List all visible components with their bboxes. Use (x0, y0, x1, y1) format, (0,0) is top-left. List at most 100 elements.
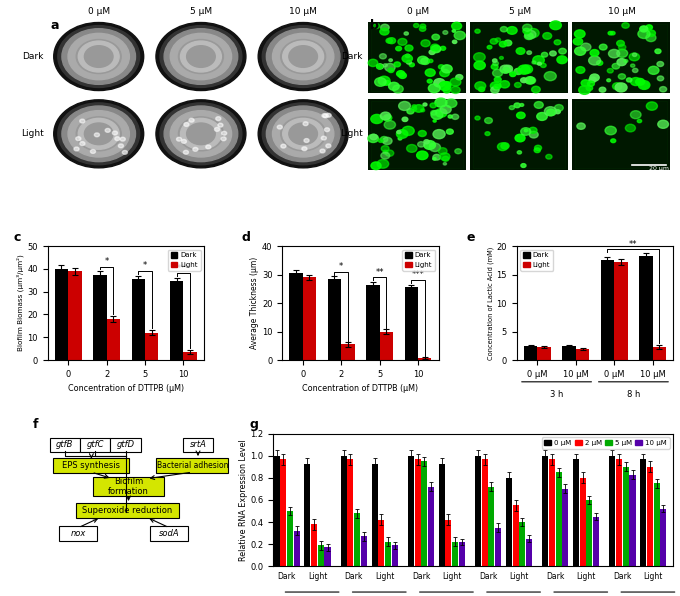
Circle shape (381, 62, 386, 66)
Circle shape (522, 27, 528, 32)
Circle shape (532, 62, 545, 71)
Text: Dark: Dark (341, 52, 362, 61)
Circle shape (559, 52, 562, 54)
Bar (537, 347, 551, 360)
Circle shape (434, 125, 440, 129)
Circle shape (182, 137, 187, 141)
FancyBboxPatch shape (53, 458, 129, 473)
Circle shape (376, 78, 388, 87)
X-axis label: Concentration of DTTPB (μM): Concentration of DTTPB (μM) (68, 384, 184, 393)
Circle shape (62, 106, 135, 162)
Bar (287, 511, 293, 566)
Circle shape (473, 131, 481, 137)
Circle shape (425, 45, 433, 51)
Text: Bacterial adhesion: Bacterial adhesion (156, 461, 228, 470)
Circle shape (192, 120, 197, 123)
Circle shape (428, 136, 437, 142)
Circle shape (556, 117, 562, 122)
Circle shape (190, 128, 195, 131)
Circle shape (660, 67, 666, 72)
Circle shape (160, 103, 242, 164)
Circle shape (407, 45, 413, 49)
FancyBboxPatch shape (50, 437, 80, 452)
Circle shape (156, 23, 246, 91)
Text: b: b (370, 20, 379, 32)
Circle shape (425, 42, 430, 45)
Circle shape (299, 151, 305, 156)
Circle shape (76, 117, 121, 151)
Bar (524, 346, 537, 360)
Circle shape (593, 60, 598, 63)
Bar (408, 456, 414, 566)
Circle shape (599, 29, 606, 34)
Circle shape (626, 27, 638, 36)
Circle shape (205, 152, 209, 156)
Circle shape (524, 39, 533, 45)
Circle shape (446, 87, 449, 89)
Circle shape (481, 112, 492, 120)
Text: Dark: Dark (22, 52, 44, 61)
Circle shape (423, 67, 433, 74)
Circle shape (400, 135, 407, 141)
Circle shape (632, 60, 643, 69)
Text: c: c (13, 231, 20, 244)
Circle shape (452, 134, 458, 139)
Y-axis label: Concentration of Lactic Acid (mM): Concentration of Lactic Acid (mM) (488, 246, 494, 360)
Circle shape (170, 111, 232, 157)
Bar (623, 467, 629, 566)
Bar (341, 456, 347, 566)
Circle shape (424, 39, 435, 47)
Circle shape (537, 76, 549, 85)
Circle shape (283, 41, 324, 72)
Circle shape (573, 110, 585, 119)
Circle shape (84, 46, 113, 67)
Circle shape (523, 156, 533, 164)
Circle shape (95, 134, 101, 138)
Circle shape (258, 100, 348, 168)
Circle shape (554, 112, 564, 120)
Circle shape (379, 162, 386, 166)
Circle shape (120, 149, 125, 153)
Circle shape (551, 76, 560, 83)
Circle shape (658, 68, 668, 75)
Bar (368, 21, 466, 93)
Bar (630, 474, 636, 566)
Circle shape (396, 133, 408, 142)
Bar (289, 273, 303, 360)
Circle shape (403, 58, 412, 65)
Circle shape (645, 61, 656, 69)
Bar (475, 456, 481, 566)
Text: gtfB: gtfB (56, 440, 73, 449)
Circle shape (514, 69, 521, 74)
Circle shape (54, 23, 143, 91)
Circle shape (525, 158, 537, 167)
Circle shape (313, 145, 319, 149)
Circle shape (75, 137, 81, 141)
Bar (452, 542, 458, 566)
Circle shape (299, 137, 304, 141)
FancyBboxPatch shape (183, 437, 214, 452)
Legend: Dark, Light: Dark, Light (403, 250, 435, 271)
Text: ***: *** (177, 264, 190, 273)
Circle shape (601, 46, 608, 52)
Circle shape (653, 38, 664, 46)
Circle shape (544, 51, 551, 57)
Circle shape (412, 60, 417, 64)
FancyBboxPatch shape (76, 502, 179, 519)
Bar (107, 319, 120, 360)
Circle shape (289, 46, 318, 67)
Circle shape (386, 122, 390, 125)
Circle shape (645, 51, 654, 58)
Circle shape (383, 128, 388, 132)
Text: d: d (241, 231, 250, 244)
Bar (580, 478, 585, 566)
Bar (145, 333, 158, 360)
Text: sodA: sodA (159, 529, 180, 538)
Circle shape (400, 127, 407, 132)
Circle shape (201, 150, 205, 154)
Circle shape (608, 46, 611, 48)
Bar (273, 456, 279, 566)
Circle shape (423, 153, 428, 156)
Circle shape (411, 138, 415, 141)
Circle shape (583, 63, 588, 66)
